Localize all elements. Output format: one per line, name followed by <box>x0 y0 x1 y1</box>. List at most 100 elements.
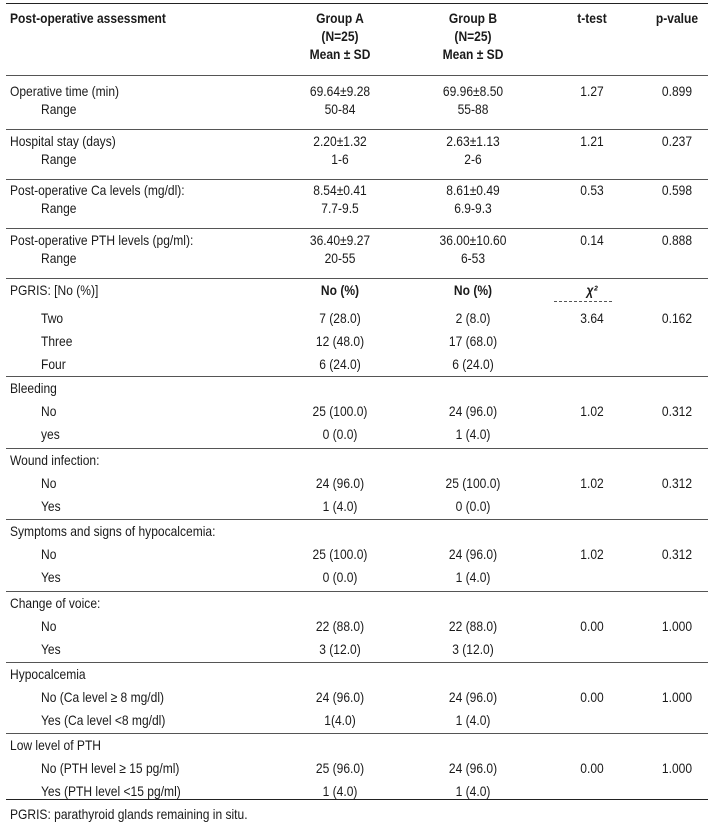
section-pvalue: 0.888 <box>661 232 693 248</box>
row-label: Yes <box>41 641 61 657</box>
section-group-a-value: 36.40±9.27 <box>309 232 371 248</box>
header-group-b-name: Group B <box>448 10 498 26</box>
row-label: Range <box>41 250 77 266</box>
row-label: Three <box>41 333 73 349</box>
row-group-b-value: 24 (96.0) <box>448 689 498 705</box>
row-group-a-value: 0 (0.0) <box>322 569 358 585</box>
table-top-rule <box>6 3 708 4</box>
section-separator <box>6 519 708 520</box>
row-label: yes <box>41 426 60 442</box>
row-label: Range <box>41 101 77 117</box>
section-pvalue: 0.598 <box>661 182 693 198</box>
section-pvalue: 0.899 <box>661 83 693 99</box>
row-label: No <box>41 403 57 419</box>
header-group-a-stat: Mean ± SD <box>309 46 371 62</box>
row-group-a-value: 25 (100.0) <box>312 403 368 419</box>
chi-square-underline <box>554 301 612 302</box>
row-label: Yes <box>41 569 61 585</box>
row-group-a-value: 7 (28.0) <box>319 310 361 326</box>
row-ttest-value: 3.64 <box>580 310 604 326</box>
row-label: Two <box>41 310 64 326</box>
section-separator <box>6 662 708 663</box>
section-ttest-value: 0.14 <box>580 232 604 248</box>
section-title: Wound infection: <box>10 452 100 468</box>
row-pvalue: 0.312 <box>661 546 693 562</box>
row-group-b-value: 1 (4.0) <box>455 426 491 442</box>
row-group-b-value: 6 (24.0) <box>452 356 494 372</box>
row-group-a-value: 1 (4.0) <box>322 783 358 799</box>
row-group-b-value: 55-88 <box>457 101 489 117</box>
row-group-b-value: 6-53 <box>460 250 486 266</box>
row-pvalue: 1.000 <box>661 618 693 634</box>
header-ttest: t-test <box>577 10 607 26</box>
row-group-a-value: 25 (100.0) <box>312 546 368 562</box>
row-group-a-value: 1 (4.0) <box>322 498 358 514</box>
table-bottom-rule <box>6 799 708 800</box>
header-group-a-n: (N=25) <box>321 28 359 44</box>
row-group-b-value: 1 (4.0) <box>455 569 491 585</box>
section-group-a-value: 2.20±1.32 <box>313 133 367 149</box>
row-group-a-value: 3 (12.0) <box>319 641 361 657</box>
section-title: Post-operative PTH levels (pg/ml): <box>10 232 194 248</box>
row-pvalue: 0.312 <box>661 475 693 491</box>
row-label: Yes (Ca level <8 mg/dl) <box>41 712 166 728</box>
row-group-a-value: 7.7-9.5 <box>321 200 359 216</box>
section-separator <box>6 179 708 180</box>
section-separator <box>6 129 708 130</box>
header-pvalue: p-value <box>655 10 699 26</box>
row-label: Range <box>41 151 77 167</box>
row-group-b-value: 17 (68.0) <box>448 333 498 349</box>
row-group-a-value: 1-6 <box>331 151 349 167</box>
section-separator <box>6 591 708 592</box>
row-group-b-value: 1 (4.0) <box>455 712 491 728</box>
section-ttest-value: 1.27 <box>580 83 604 99</box>
section-title: Low level of PTH <box>10 737 102 753</box>
header-group-b-stat: Mean ± SD <box>442 46 504 62</box>
section-group-b-value: 8.61±0.49 <box>446 182 500 198</box>
row-label: No (PTH level ≥ 15 pg/ml) <box>41 760 180 776</box>
section-title: Change of voice: <box>10 595 101 611</box>
row-ttest-value: 1.02 <box>580 403 604 419</box>
section-title: PGRIS: [No (%)] <box>10 282 99 298</box>
section-group-a-value: 69.64±9.28 <box>309 83 371 99</box>
row-ttest-value: 0.00 <box>580 760 604 776</box>
row-group-a-value: 25 (96.0) <box>315 760 365 776</box>
row-label: No <box>41 618 57 634</box>
row-ttest-value: 0.00 <box>580 689 604 705</box>
section-separator <box>6 228 708 229</box>
row-group-b-value: 2 (8.0) <box>455 310 491 326</box>
section-separator <box>6 278 708 279</box>
section-group-b-value: 2.63±1.13 <box>446 133 500 149</box>
row-group-b-value: 24 (96.0) <box>448 403 498 419</box>
section-group-a-value: 8.54±0.41 <box>313 182 367 198</box>
row-group-b-value: 24 (96.0) <box>448 760 498 776</box>
row-group-a-value: 6 (24.0) <box>319 356 361 372</box>
row-ttest-value: 1.02 <box>580 546 604 562</box>
section-title: Symptoms and signs of hypocalcemia: <box>10 523 216 539</box>
row-group-a-value: 24 (96.0) <box>315 475 365 491</box>
section-chi-square-label: χ² <box>586 282 598 298</box>
section-separator <box>6 733 708 734</box>
row-label: Four <box>41 356 66 372</box>
row-label: Yes (PTH level <15 pg/ml) <box>41 783 181 799</box>
row-pvalue: 0.162 <box>661 310 693 326</box>
row-group-a-value: 12 (48.0) <box>315 333 365 349</box>
section-title: Bleeding <box>10 380 57 396</box>
header-rule <box>6 75 708 76</box>
row-group-a-value: 0 (0.0) <box>322 426 358 442</box>
section-title: Hospital stay (days) <box>10 133 116 149</box>
row-group-b-value: 0 (0.0) <box>455 498 491 514</box>
section-group-a-value: No (%) <box>320 282 360 298</box>
row-pvalue: 0.312 <box>661 403 693 419</box>
section-title: Hypocalcemia <box>10 666 86 682</box>
header-group-b-n: (N=25) <box>454 28 492 44</box>
section-group-b-value: No (%) <box>453 282 493 298</box>
row-group-a-value: 50-84 <box>324 101 356 117</box>
section-pvalue: 0.237 <box>661 133 693 149</box>
row-group-a-value: 22 (88.0) <box>315 618 365 634</box>
row-group-a-value: 20-55 <box>324 250 356 266</box>
row-group-a-value: 24 (96.0) <box>315 689 365 705</box>
row-group-a-value: 1(4.0) <box>324 712 356 728</box>
row-label: No <box>41 475 57 491</box>
section-title: Post-operative Ca levels (mg/dl): <box>10 182 185 198</box>
